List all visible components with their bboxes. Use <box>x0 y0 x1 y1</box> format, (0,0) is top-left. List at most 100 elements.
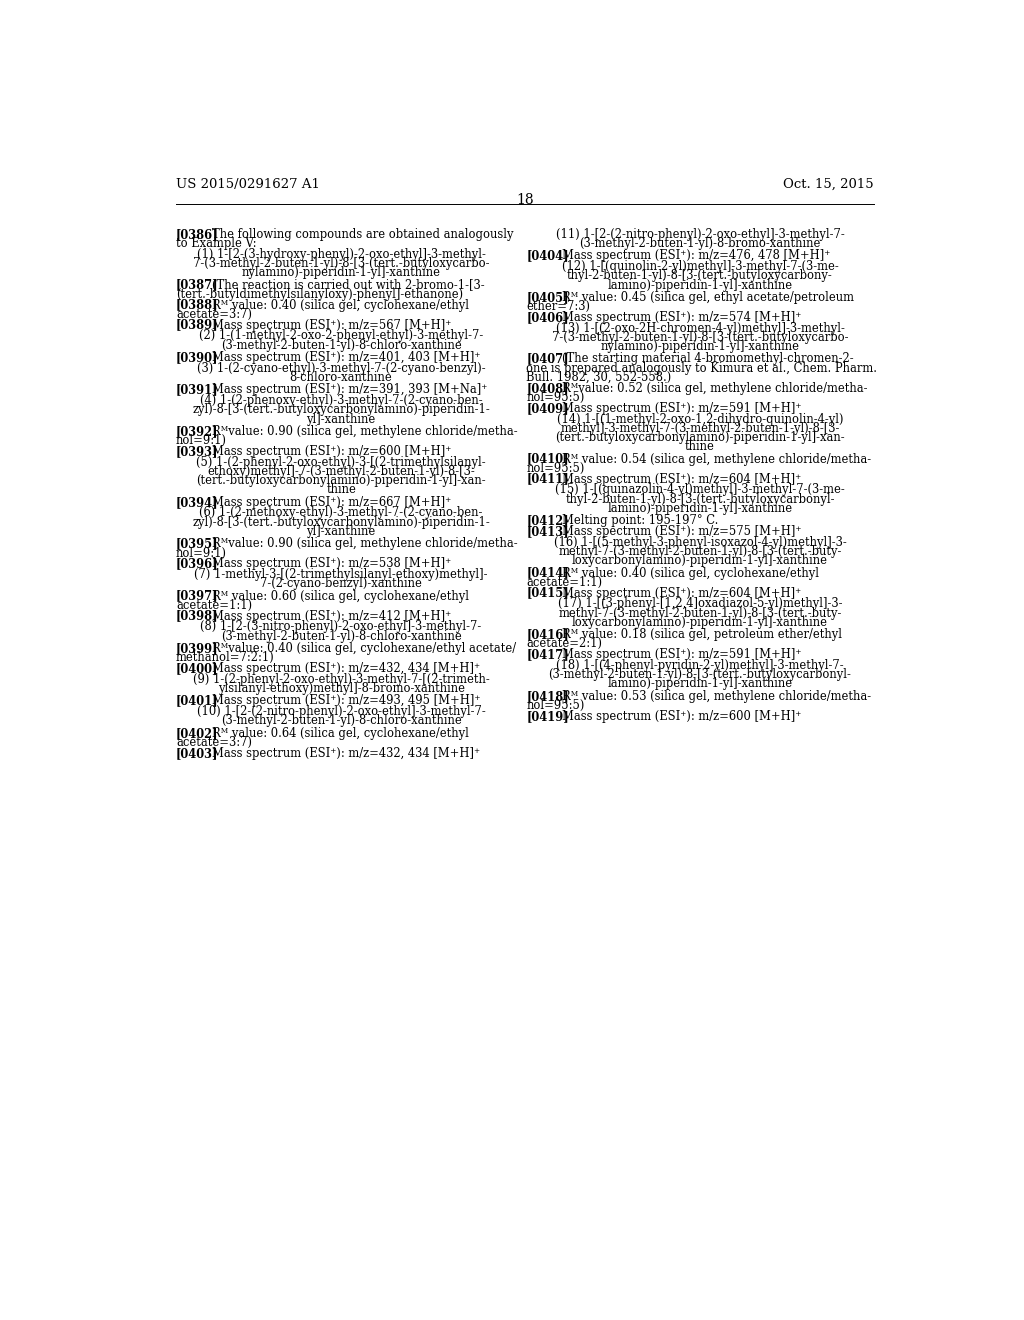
Text: Rᴹvalue: 0.40 (silica gel, cyclohexane/ethyl acetate/: Rᴹvalue: 0.40 (silica gel, cyclohexane/e… <box>212 642 516 655</box>
Text: [0416]: [0416] <box>526 628 569 642</box>
Text: (3-methyl-2-buten-1-yl)-8-chloro-xanthine: (3-methyl-2-buten-1-yl)-8-chloro-xanthin… <box>221 339 462 351</box>
Text: [0396]: [0396] <box>176 557 219 570</box>
Text: (9) 1-(2-phenyl-2-oxo-ethyl)-3-methyl-7-[(2-trimeth-: (9) 1-(2-phenyl-2-oxo-ethyl)-3-methyl-7-… <box>193 673 489 686</box>
Text: acetate=3:7): acetate=3:7) <box>176 737 252 748</box>
Text: Rᴹvalue: 0.90 (silica gel, methylene chloride/metha-: Rᴹvalue: 0.90 (silica gel, methylene chl… <box>212 537 517 550</box>
Text: Melting point: 195-197° C.: Melting point: 195-197° C. <box>562 515 719 527</box>
Text: (1) 1-[2-(3-hydroxy-phenyl)-2-oxo-ethyl]-3-methyl-: (1) 1-[2-(3-hydroxy-phenyl)-2-oxo-ethyl]… <box>197 248 485 261</box>
Text: (3-methyl-2-buten-1-yl)-8-chloro-xanthine: (3-methyl-2-buten-1-yl)-8-chloro-xanthin… <box>221 630 462 643</box>
Text: Mass spectrum (ESI⁺): m/z=667 [M+H]⁺: Mass spectrum (ESI⁺): m/z=667 [M+H]⁺ <box>212 496 451 508</box>
Text: 7-(3-methyl-2-buten-1-yl)-8-[3-(tert.-butyloxycarbo-: 7-(3-methyl-2-buten-1-yl)-8-[3-(tert.-bu… <box>193 257 489 271</box>
Text: Rᴹ value: 0.64 (silica gel, cyclohexane/ethyl: Rᴹ value: 0.64 (silica gel, cyclohexane/… <box>212 726 469 739</box>
Text: (17) 1-[(3-phenyl-[1,2,4]oxadiazol-5-yl)methyl]-3-: (17) 1-[(3-phenyl-[1,2,4]oxadiazol-5-yl)… <box>558 598 842 610</box>
Text: (10) 1-[2-(2-nitro-phenyl)-2-oxo-ethyl]-3-methyl-7-: (10) 1-[2-(2-nitro-phenyl)-2-oxo-ethyl]-… <box>197 705 485 718</box>
Text: yl]-xanthine: yl]-xanthine <box>306 412 376 425</box>
Text: Mass spectrum (ESI⁺): m/z=538 [M+H]⁺: Mass spectrum (ESI⁺): m/z=538 [M+H]⁺ <box>212 557 451 570</box>
Text: 8-chloro-xanthine: 8-chloro-xanthine <box>290 371 392 384</box>
Text: (3-methyl-2-buten-1-yl)-8-[3-(tert.-butyloxycarbonyl-: (3-methyl-2-buten-1-yl)-8-[3-(tert.-buty… <box>549 668 851 681</box>
Text: thine: thine <box>685 441 715 453</box>
Text: Mass spectrum (ESI⁺): m/z=567 [M+H]⁺: Mass spectrum (ESI⁺): m/z=567 [M+H]⁺ <box>212 318 452 331</box>
Text: (tert.-butyldimethylsilanyloxy)-phenyl]-ethanone): (tert.-butyldimethylsilanyloxy)-phenyl]-… <box>176 288 463 301</box>
Text: (6) 1-(2-methoxy-ethyl)-3-methyl-7-(2-cyano-ben-: (6) 1-(2-methoxy-ethyl)-3-methyl-7-(2-cy… <box>200 507 482 520</box>
Text: [0406]: [0406] <box>526 312 569 323</box>
Text: [0387]: [0387] <box>176 279 219 292</box>
Text: [0388]: [0388] <box>176 298 219 312</box>
Text: ethoxy)methyl]-7-(3-methyl-2-buten-1-yl)-8-[3-: ethoxy)methyl]-7-(3-methyl-2-buten-1-yl)… <box>207 465 475 478</box>
Text: (4) 1-(2-phenoxy-ethyl)-3-methyl-7-(2-cyano-ben-: (4) 1-(2-phenoxy-ethyl)-3-methyl-7-(2-cy… <box>200 395 482 407</box>
Text: [0400]: [0400] <box>176 663 218 675</box>
Text: (The starting material 4-bromomethyl-chromen-2-: (The starting material 4-bromomethyl-chr… <box>562 352 854 366</box>
Text: nol=95:5): nol=95:5) <box>526 700 585 711</box>
Text: lamino)-piperidin-1-yl]-xanthine: lamino)-piperidin-1-yl]-xanthine <box>607 677 793 690</box>
Text: Rᴹ value: 0.40 (silica gel, cyclohexane/ethyl: Rᴹ value: 0.40 (silica gel, cyclohexane/… <box>562 566 819 579</box>
Text: [0389]: [0389] <box>176 318 219 331</box>
Text: nol=95:5): nol=95:5) <box>526 462 585 475</box>
Text: [0419]: [0419] <box>526 710 569 723</box>
Text: ether=7:3): ether=7:3) <box>526 300 591 313</box>
Text: nol=9:1): nol=9:1) <box>176 434 227 447</box>
Text: Mass spectrum (ESI⁺): m/z=574 [M+H]⁺: Mass spectrum (ESI⁺): m/z=574 [M+H]⁺ <box>562 312 802 323</box>
Text: Mass spectrum (ESI⁺): m/z=600 [M+H]⁺: Mass spectrum (ESI⁺): m/z=600 [M+H]⁺ <box>562 710 802 723</box>
Text: (tert.-butyloxycarbonylamino)-piperidin-1-yl]-xan-: (tert.-butyloxycarbonylamino)-piperidin-… <box>197 474 486 487</box>
Text: Mass spectrum (ESI⁺): m/z=432, 434 [M+H]⁺: Mass spectrum (ESI⁺): m/z=432, 434 [M+H]… <box>212 747 480 760</box>
Text: [0415]: [0415] <box>526 586 569 599</box>
Text: thine: thine <box>327 483 356 496</box>
Text: [0399]: [0399] <box>176 642 219 655</box>
Text: nol=95:5): nol=95:5) <box>526 391 585 404</box>
Text: Mass spectrum (ESI⁺): m/z=591 [M+H]⁺: Mass spectrum (ESI⁺): m/z=591 [M+H]⁺ <box>562 401 802 414</box>
Text: (The reaction is carried out with 2-bromo-1-[3-: (The reaction is carried out with 2-brom… <box>212 279 484 292</box>
Text: Mass spectrum (ESI⁺): m/z=600 [M+H]⁺: Mass spectrum (ESI⁺): m/z=600 [M+H]⁺ <box>212 445 452 458</box>
Text: Mass spectrum (ESI⁺): m/z=604 [M+H]⁺: Mass spectrum (ESI⁺): m/z=604 [M+H]⁺ <box>562 586 801 599</box>
Text: Mass spectrum (ESI⁺): m/z=391, 393 [M+Na]⁺: Mass spectrum (ESI⁺): m/z=391, 393 [M+Na… <box>212 383 487 396</box>
Text: (16) 1-[(5-methyl-3-phenyl-isoxazol-4-yl)methyl]-3-: (16) 1-[(5-methyl-3-phenyl-isoxazol-4-yl… <box>554 536 846 549</box>
Text: [0408]: [0408] <box>526 381 569 395</box>
Text: methyl-7-(3-methyl-2-buten-1-yl)-8-[3-(tert.-buty-: methyl-7-(3-methyl-2-buten-1-yl)-8-[3-(t… <box>558 545 842 558</box>
Text: [0413]: [0413] <box>526 525 569 539</box>
Text: Rᴹ value: 0.45 (silica gel, ethyl acetate/petroleum: Rᴹ value: 0.45 (silica gel, ethyl acetat… <box>562 290 854 304</box>
Text: to Example V:: to Example V: <box>176 238 257 249</box>
Text: (tert.-butyloxycarbonylamino)-piperidin-1-yl]-xan-: (tert.-butyloxycarbonylamino)-piperidin-… <box>555 430 845 444</box>
Text: nol=9:1): nol=9:1) <box>176 546 227 560</box>
Text: nylamino)-piperidin-1-yl]-xanthine: nylamino)-piperidin-1-yl]-xanthine <box>242 267 440 280</box>
Text: (14) 1-[(1-methyl-2-oxo-1,2-dihydro-quinolin-4-yl): (14) 1-[(1-methyl-2-oxo-1,2-dihydro-quin… <box>557 412 843 425</box>
Text: Mass spectrum (ESI⁺): m/z=493, 495 [M+H]⁺: Mass spectrum (ESI⁺): m/z=493, 495 [M+H]… <box>212 694 480 708</box>
Text: ylsilanyl-ethoxy)methyl]-8-bromo-xanthine: ylsilanyl-ethoxy)methyl]-8-bromo-xanthin… <box>218 682 465 696</box>
Text: [0402]: [0402] <box>176 726 218 739</box>
Text: (15) 1-[(quinazolin-4-yl)methyl]-3-methyl-7-(3-me-: (15) 1-[(quinazolin-4-yl)methyl]-3-methy… <box>555 483 845 496</box>
Text: thyl-2-buten-1-yl)-8-[3-(tert.-butyloxycarbony-: thyl-2-buten-1-yl)-8-[3-(tert.-butyloxyc… <box>567 269 833 282</box>
Text: one is prepared analogously to Kimura et al., Chem. Pharm.: one is prepared analogously to Kimura et… <box>526 362 878 375</box>
Text: Rᴹ value: 0.60 (silica gel, cyclohexane/ethyl: Rᴹ value: 0.60 (silica gel, cyclohexane/… <box>212 590 469 603</box>
Text: loxycarbonylamino)-piperidin-1-yl]-xanthine: loxycarbonylamino)-piperidin-1-yl]-xanth… <box>572 615 828 628</box>
Text: (8) 1-[2-(3-nitro-phenyl)-2-oxo-ethyl]-3-methyl-7-: (8) 1-[2-(3-nitro-phenyl)-2-oxo-ethyl]-3… <box>201 620 481 634</box>
Text: US 2015/0291627 A1: US 2015/0291627 A1 <box>176 178 319 190</box>
Text: [0401]: [0401] <box>176 694 219 708</box>
Text: Mass spectrum (ESI⁺): m/z=575 [M+H]⁺: Mass spectrum (ESI⁺): m/z=575 [M+H]⁺ <box>562 525 802 539</box>
Text: The following compounds are obtained analogously: The following compounds are obtained ana… <box>212 227 513 240</box>
Text: Rᴹ value: 0.53 (silica gel, methylene chloride/metha-: Rᴹ value: 0.53 (silica gel, methylene ch… <box>562 689 871 702</box>
Text: thyl-2-buten-1-yl)-8-[3-(tert.-butyloxycarbonyl-: thyl-2-buten-1-yl)-8-[3-(tert.-butyloxyc… <box>565 492 835 506</box>
Text: [0407]: [0407] <box>526 352 569 366</box>
Text: lamino)-piperidin-1-yl]-xanthine: lamino)-piperidin-1-yl]-xanthine <box>607 502 793 515</box>
Text: methanol=7:2:1): methanol=7:2:1) <box>176 651 274 664</box>
Text: Mass spectrum (ESI⁺): m/z=432, 434 [M+H]⁺: Mass spectrum (ESI⁺): m/z=432, 434 [M+H]… <box>212 663 480 675</box>
Text: nylamino)-piperidin-1-yl]-xanthine: nylamino)-piperidin-1-yl]-xanthine <box>600 341 800 354</box>
Text: [0398]: [0398] <box>176 610 219 623</box>
Text: [0411]: [0411] <box>526 473 569 486</box>
Text: [0391]: [0391] <box>176 383 219 396</box>
Text: Oct. 15, 2015: Oct. 15, 2015 <box>783 178 873 190</box>
Text: Rᴹ value: 0.18 (silica gel, petroleum ether/ethyl: Rᴹ value: 0.18 (silica gel, petroleum et… <box>562 628 842 642</box>
Text: Mass spectrum (ESI⁺): m/z=476, 478 [M+H]⁺: Mass spectrum (ESI⁺): m/z=476, 478 [M+H]… <box>562 249 830 263</box>
Text: zyl)-8-[3-(tert.-butyloxycarbonylamino)-piperidin-1-: zyl)-8-[3-(tert.-butyloxycarbonylamino)-… <box>193 516 490 529</box>
Text: Mass spectrum (ESI⁺): m/z=412 [M+H]⁺: Mass spectrum (ESI⁺): m/z=412 [M+H]⁺ <box>212 610 451 623</box>
Text: [0390]: [0390] <box>176 351 218 364</box>
Text: zyl)-8-[3-(tert.-butyloxycarbonylamino)-piperidin-1-: zyl)-8-[3-(tert.-butyloxycarbonylamino)-… <box>193 404 490 416</box>
Text: [0394]: [0394] <box>176 496 219 508</box>
Text: (2) 1-(1-methyl-2-oxo-2-phenyl-ethyl)-3-methyl-7-: (2) 1-(1-methyl-2-oxo-2-phenyl-ethyl)-3-… <box>199 330 483 342</box>
Text: [0395]: [0395] <box>176 537 219 550</box>
Text: acetate=2:1): acetate=2:1) <box>526 638 602 651</box>
Text: [0409]: [0409] <box>526 401 569 414</box>
Text: (3) 1-(2-cyano-ethyl)-3-methyl-7-(2-cyano-benzyl)-: (3) 1-(2-cyano-ethyl)-3-methyl-7-(2-cyan… <box>197 362 485 375</box>
Text: [0418]: [0418] <box>526 689 569 702</box>
Text: 18: 18 <box>516 193 534 207</box>
Text: Rᴹ value: 0.40 (silica gel, cyclohexane/ethyl: Rᴹ value: 0.40 (silica gel, cyclohexane/… <box>212 298 469 312</box>
